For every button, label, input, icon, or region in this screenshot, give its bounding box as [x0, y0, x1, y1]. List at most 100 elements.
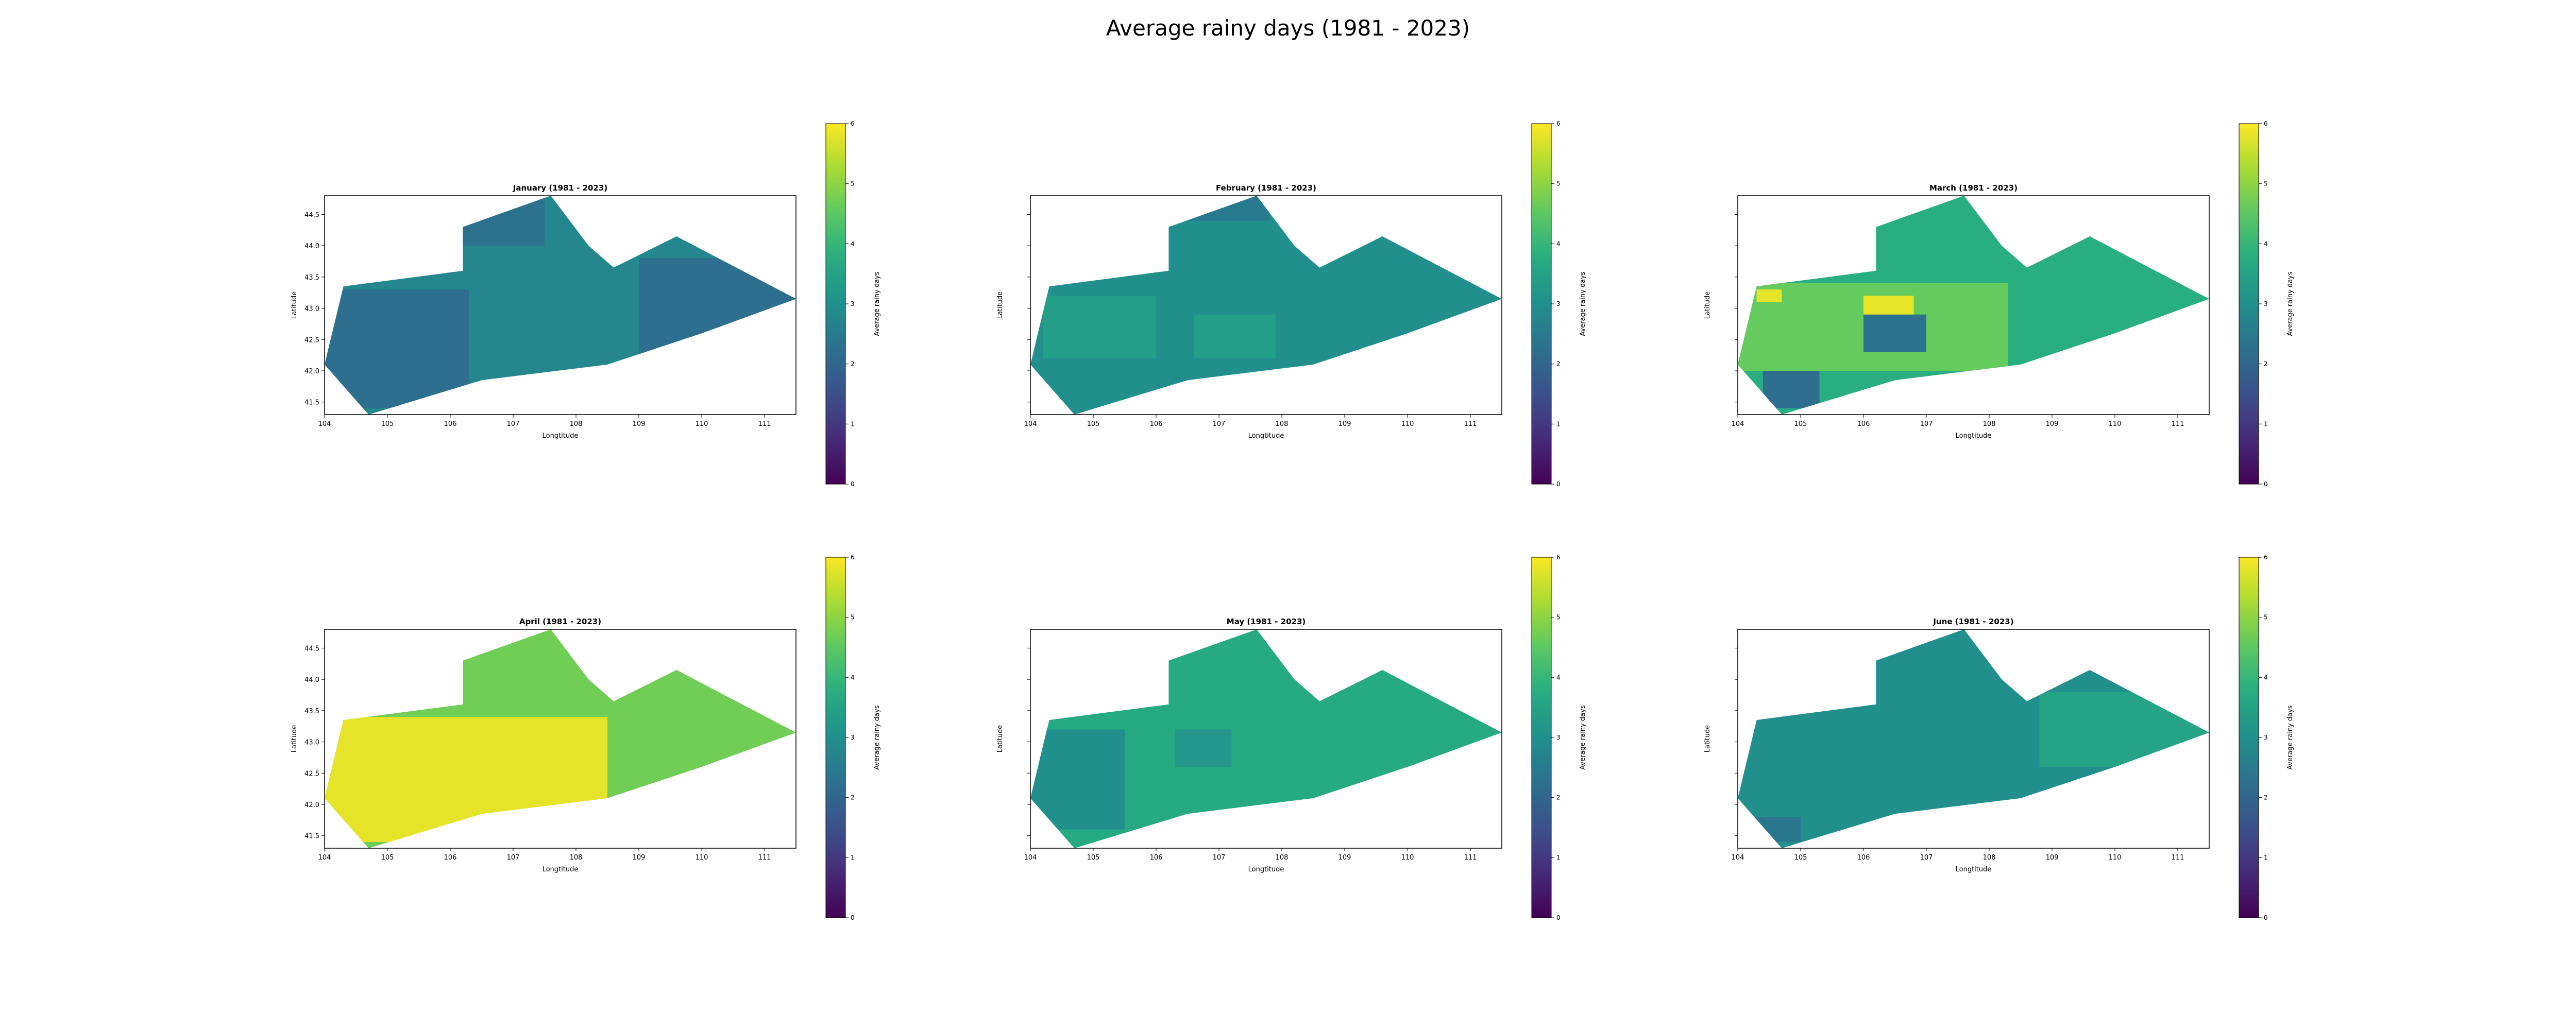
axes-frame [324, 195, 796, 415]
colorbar-tick-label: 4 [1556, 240, 1561, 247]
x-tick-label: 105 [1794, 854, 1807, 862]
chart-panel-5: May (1981 - 2023)104 105 106 107 108 109 110 11… [996, 554, 1587, 921]
y-axis-label: Latitude [996, 725, 1004, 753]
heatmap-region [1863, 314, 1926, 352]
heatmap-region [1175, 729, 1232, 767]
colorbar-tick-label: 0 [2264, 480, 2268, 488]
x-tick-label: 107 [1920, 854, 1933, 862]
y-tick-label: 41.5 [304, 399, 319, 407]
heatmap-region [1756, 289, 1782, 302]
colorbar [1531, 557, 1552, 918]
y-tick-label: 43.5 [304, 708, 319, 715]
axes-frame [1030, 195, 1502, 415]
x-tick-label: 109 [633, 854, 646, 862]
x-tick-label: 105 [1794, 420, 1807, 428]
y-tick-label: 42.5 [304, 336, 319, 344]
colorbar-tick-label: 5 [2264, 180, 2268, 187]
x-tick-label: 110 [1401, 854, 1414, 862]
colorbar-label: Average rainy days [2286, 271, 2294, 336]
y-axis-label: Latitude [1704, 291, 1711, 319]
colorbar-label: Average rainy days [2286, 705, 2294, 769]
x-axis-label: Longtitude [1248, 866, 1284, 873]
x-tick-label: 108 [1276, 420, 1289, 428]
y-tick-label: 42.5 [304, 770, 319, 778]
y-tick-label: 41.5 [304, 833, 319, 840]
y-axis-label: Latitude [1704, 725, 1711, 753]
x-tick-label: 105 [1087, 420, 1100, 428]
colorbar-tick-label: 0 [2264, 914, 2268, 921]
x-tick-label: 107 [1213, 854, 1226, 862]
chart-title: January (1981 - 2023) [513, 183, 607, 193]
heatmap-area [1738, 196, 2209, 415]
colorbar-tick-label: 6 [1556, 120, 1561, 127]
colorbar-tick-label: 2 [2264, 794, 2268, 801]
x-tick-label: 107 [507, 420, 520, 428]
x-axis-label: Longtitude [1956, 866, 1992, 873]
heatmap-region [1194, 314, 1276, 358]
colorbar-label: Average rainy days [873, 705, 881, 769]
heatmap-area [325, 629, 796, 848]
heatmap-region [1762, 371, 1820, 408]
heatmap-region [450, 196, 545, 246]
colorbar-tick-label: 5 [1556, 614, 1561, 621]
x-tick-label: 104 [1732, 854, 1744, 862]
x-tick-label: 104 [318, 420, 331, 428]
y-axis-label: Latitude [291, 291, 298, 319]
y-axis-label: Latitude [996, 291, 1004, 319]
colorbar-tick-label: 1 [851, 854, 855, 861]
colorbar-tick-label: 3 [851, 734, 855, 741]
x-tick-label: 111 [1464, 854, 1477, 862]
colorbar-tick-label: 3 [1556, 300, 1561, 307]
x-tick-label: 110 [696, 420, 708, 428]
x-tick-label: 107 [1213, 420, 1226, 428]
colorbar-tick-label: 5 [2264, 614, 2268, 621]
colorbar-label: Average rainy days [1579, 705, 1587, 769]
x-tick-label: 105 [381, 854, 394, 862]
colorbar-tick-label: 6 [2264, 120, 2268, 127]
y-axis-label: Latitude [291, 725, 298, 753]
x-tick-label: 111 [1464, 420, 1477, 428]
y-tick-label: 42.0 [304, 801, 319, 809]
x-tick-label: 106 [1857, 420, 1870, 428]
y-tick-label: 44.0 [304, 243, 319, 250]
heatmap-region [325, 289, 469, 408]
x-tick-label: 111 [758, 854, 771, 862]
x-tick-label: 106 [1857, 854, 1870, 862]
y-tick-label: 42.0 [304, 368, 319, 375]
figure-title: Average rainy days (1981 - 2023) [1106, 15, 1470, 41]
x-tick-label: 107 [1920, 420, 1933, 428]
x-tick-label: 104 [1024, 854, 1037, 862]
y-tick-label: 44.5 [304, 211, 319, 219]
axes-frame [1737, 195, 2210, 415]
x-tick-label: 110 [696, 854, 708, 862]
heatmap-region [1188, 196, 1269, 221]
x-tick-label: 106 [1150, 420, 1163, 428]
colorbar-tick-label: 4 [2264, 674, 2268, 681]
colorbar-label: Average rainy days [1579, 271, 1587, 336]
x-tick-label: 104 [1024, 420, 1037, 428]
colorbar-tick-label: 3 [1556, 734, 1561, 741]
axes-frame [1737, 629, 2210, 849]
chart-title: May (1981 - 2023) [1227, 617, 1306, 626]
heatmap-region [2039, 692, 2209, 767]
x-tick-label: 109 [1338, 854, 1351, 862]
heatmap-region [639, 258, 796, 371]
x-axis-label: Longtitude [543, 432, 579, 440]
x-axis-label: Longtitude [543, 866, 579, 873]
colorbar-tick-label: 6 [851, 554, 855, 561]
colorbar-tick-label: 6 [2264, 554, 2268, 561]
axes-frame [324, 629, 796, 849]
y-tick-label: 43.0 [304, 739, 319, 747]
chart-panel-1: January (1981 - 2023)104 105 106 107 108 109 1… [291, 120, 881, 488]
x-tick-label: 104 [1732, 420, 1744, 428]
chart-title: April (1981 - 2023) [519, 617, 601, 626]
colorbar [1531, 123, 1552, 485]
x-tick-label: 108 [570, 420, 583, 428]
y-tick-label: 43.0 [304, 305, 319, 313]
x-tick-label: 105 [1087, 854, 1100, 862]
chart-title: March (1981 - 2023) [1929, 183, 2018, 193]
x-tick-label: 110 [1401, 420, 1414, 428]
colorbar [2239, 557, 2259, 918]
x-tick-label: 108 [1983, 420, 1996, 428]
heatmap-area [1030, 629, 1502, 848]
